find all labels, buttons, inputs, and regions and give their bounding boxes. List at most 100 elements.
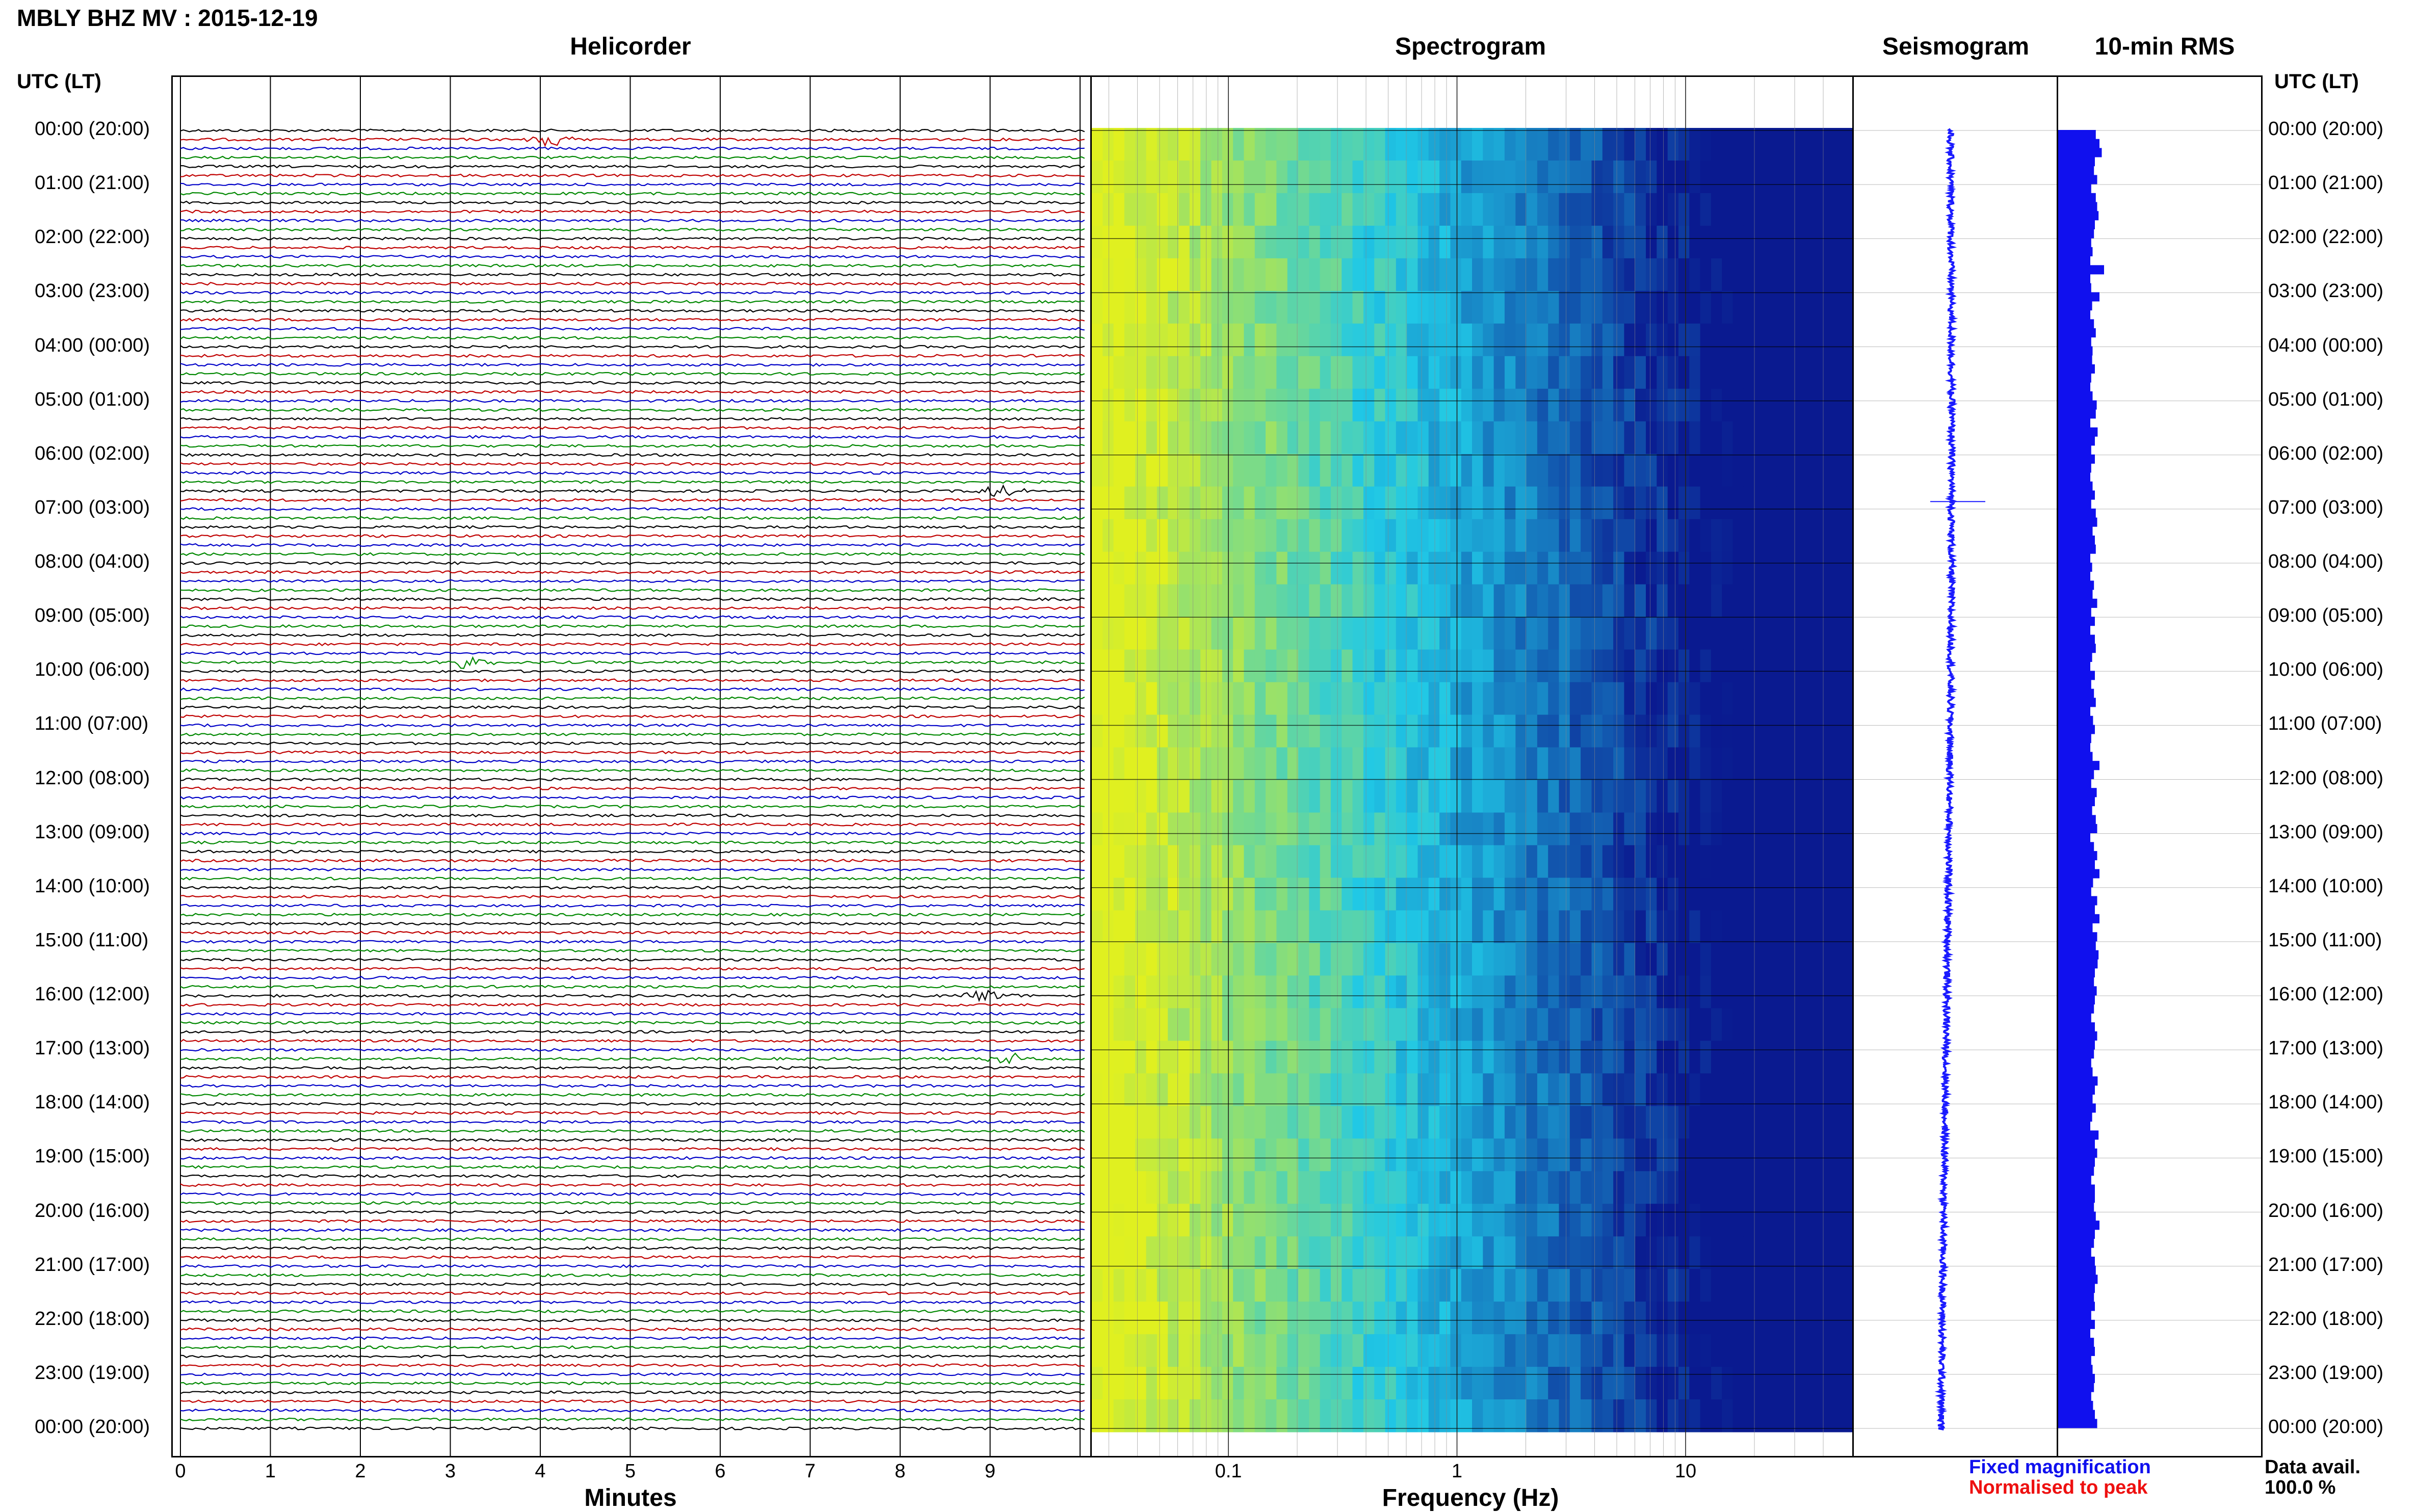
spectrogram-cell [1178, 421, 1190, 455]
spectrogram-cell [1613, 1073, 1624, 1106]
spectrogram-cell [1276, 193, 1288, 226]
spectrogram-cell [1439, 1236, 1451, 1269]
spectrogram-cell [1200, 1236, 1212, 1269]
spectrogram-cell [1320, 1171, 1331, 1204]
spectrogram-cell [1266, 1204, 1277, 1237]
spectrogram-cell [1602, 1204, 1614, 1237]
spectrogram-cell [1330, 878, 1342, 911]
spectrogram-cell [1135, 1302, 1147, 1335]
spectrogram-cell [1754, 682, 1766, 715]
spectrogram-cell [1613, 519, 1624, 552]
spectrogram-cell [1646, 975, 1657, 1009]
spectrogram-cell [1200, 551, 1212, 585]
spectrogram-cell [1417, 812, 1429, 845]
rms-panel [2057, 75, 2263, 1457]
spectrogram-cell [1178, 1171, 1190, 1204]
spectrogram-cell [1754, 454, 1766, 487]
spectrogram-cell [1287, 1367, 1299, 1400]
spectrogram-cell [1820, 1073, 1831, 1106]
spectrogram-cell [1374, 1399, 1385, 1433]
spectrogram-cell [1189, 943, 1201, 976]
spectrogram-cell [1352, 193, 1364, 226]
helicorder-trace [180, 426, 1085, 430]
helicorder-trace [180, 831, 1085, 836]
spectrogram-cell [1581, 714, 1592, 748]
spectrogram-cell [1765, 356, 1777, 389]
spectrogram-cell [1504, 421, 1516, 455]
spectrogram-cell [1732, 682, 1744, 715]
spectrogram-cell [1569, 551, 1581, 585]
spectrogram-cell [1363, 780, 1375, 813]
spectrogram-cell [1330, 193, 1342, 226]
spectrogram-cell [1678, 1041, 1690, 1074]
spectrogram-cell [1439, 1204, 1451, 1237]
spectrogram-cell [1689, 128, 1701, 161]
spectrogram-cell [1743, 193, 1755, 226]
spectrogram-cell [1787, 1399, 1798, 1433]
helicorder-trace [180, 570, 1085, 574]
spectrogram-cell [1428, 290, 1440, 324]
spectrogram-cell [1591, 128, 1603, 161]
spectrogram-cell [1700, 128, 1712, 161]
spectrogram-cell [1493, 1171, 1505, 1204]
spectrogram-cell [1124, 258, 1136, 291]
spectrogram-cell [1493, 845, 1505, 878]
spectrogram-cell [1569, 1399, 1581, 1433]
spectrogram-cell [1722, 910, 1733, 943]
spectrogram-cell [1635, 388, 1646, 422]
spectrogram-cell [1700, 486, 1712, 520]
spectrogram-cell [1461, 1302, 1473, 1335]
spectrogram-cell [1754, 1106, 1766, 1139]
rms-bar [2058, 1004, 2094, 1014]
spectrogram-cell [1178, 747, 1190, 780]
spectrogram-cell [1808, 551, 1820, 585]
spectrogram-cell [1287, 128, 1299, 161]
spectrogram-cell [1168, 1041, 1179, 1074]
spectrogram-cell [1743, 128, 1755, 161]
spectrogram-cell [1363, 1302, 1375, 1335]
time-label: 17:00 (13:00) [2268, 1038, 2384, 1059]
spectrogram-cell [1820, 519, 1831, 552]
spectrogram-cell [1124, 1204, 1136, 1237]
rms-bar [2058, 1139, 2095, 1149]
spectrogram-cell [1157, 1073, 1168, 1106]
spectrogram-cell [1591, 1236, 1603, 1269]
spectrogram-cell [1092, 943, 1103, 976]
spectrogram-cell [1667, 747, 1679, 780]
spectrogram-cell [1374, 1041, 1385, 1074]
spectrogram-cell [1320, 290, 1331, 324]
spectrogram-cell [1266, 649, 1277, 683]
spectrogram-cell [1254, 1399, 1266, 1433]
spectrogram-cell [1841, 128, 1852, 161]
spectrogram-cell [1266, 1302, 1277, 1335]
spectrogram-cell [1537, 1138, 1548, 1172]
spectrogram-cell [1830, 1367, 1842, 1400]
spectrogram-cell [1667, 943, 1679, 976]
spectrogram-cell [1711, 290, 1722, 324]
spectrogram-cell [1102, 1008, 1114, 1041]
spectrogram-cell [1287, 323, 1299, 357]
spectrogram-cell [1330, 388, 1342, 422]
spectrogram-cell [1732, 421, 1744, 455]
spectrogram-cell [1374, 1138, 1385, 1172]
spectrogram-tick-label: 0.1 [1215, 1461, 1242, 1482]
spectrogram-cell [1396, 193, 1407, 226]
spectrogram-cell [1233, 1302, 1244, 1335]
spectrogram-cell [1808, 1399, 1820, 1433]
spectrogram-cell [1254, 454, 1266, 487]
spectrogram-cell [1765, 161, 1777, 194]
spectrogram-cell [1624, 128, 1636, 161]
spectrogram-cell [1352, 1106, 1364, 1139]
spectrogram-cell [1722, 1269, 1733, 1302]
helicorder-trace [180, 507, 1085, 511]
spectrogram-cell [1244, 1236, 1255, 1269]
time-label: 09:00 (05:00) [2268, 605, 2384, 627]
spectrogram-cell [1189, 584, 1201, 618]
spectrogram-cell [1092, 682, 1103, 715]
spectrogram-cell [1569, 356, 1581, 389]
spectrogram-cell [1493, 584, 1505, 618]
spectrogram-cell [1613, 812, 1624, 845]
spectrogram-cell [1102, 1302, 1114, 1335]
spectrogram-cell [1450, 519, 1462, 552]
spectrogram-cell [1581, 1367, 1592, 1400]
